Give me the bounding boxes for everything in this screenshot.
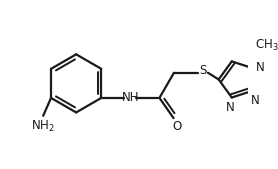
Text: N: N: [251, 94, 260, 107]
Text: O: O: [172, 120, 182, 133]
Text: NH$_2$: NH$_2$: [31, 119, 55, 134]
Text: S: S: [199, 64, 207, 77]
Text: CH$_3$: CH$_3$: [255, 38, 278, 53]
Text: NH: NH: [122, 91, 139, 104]
Text: N: N: [256, 61, 264, 74]
Text: N: N: [226, 101, 235, 114]
